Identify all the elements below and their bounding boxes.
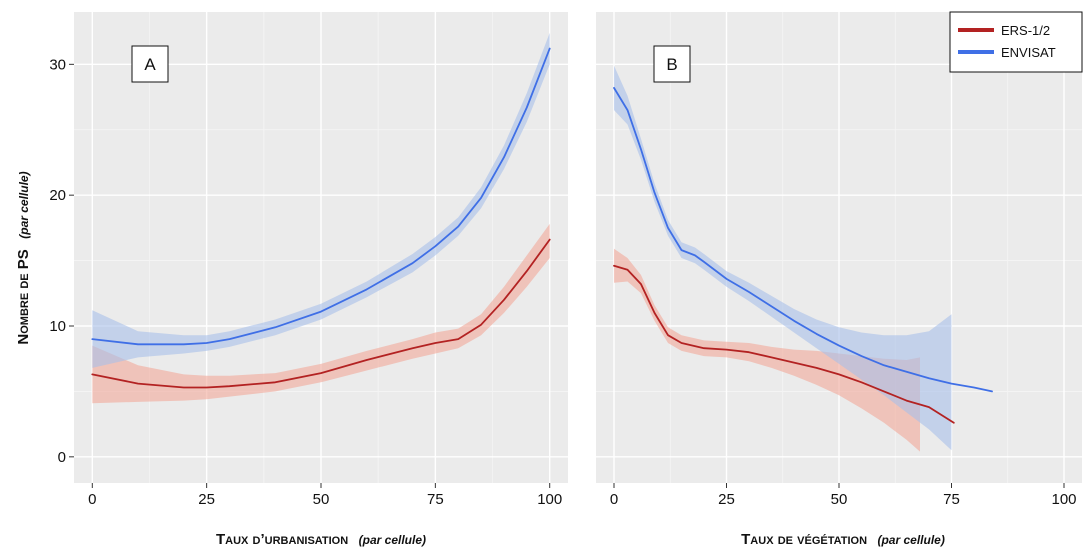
y-axis-label-suffix: (par cellule)	[17, 171, 31, 238]
panel-label-box	[131, 45, 169, 83]
confidence-band-envisat	[92, 32, 550, 368]
y-tick-label: 20	[49, 187, 66, 204]
x-tick-label: 25	[198, 491, 215, 508]
confidence-band-ers-1-2	[92, 223, 550, 404]
x-tick-label: 25	[718, 491, 735, 508]
y-tick-label: 10	[49, 318, 66, 335]
y-tick-label: 0	[58, 449, 66, 466]
confidence-band-ers-1-2	[614, 248, 920, 452]
x-axis-label-b: Taux de végétation	[741, 531, 867, 548]
x-tick-label: 75	[943, 491, 960, 508]
y-axis-title: Nombre de PS (par cellule)	[15, 171, 32, 344]
panel-label-box	[653, 45, 691, 83]
legend: ERS-1/2 ENVISAT	[949, 11, 1083, 73]
panel-b: 0 25 50 75 100 B	[596, 12, 1082, 508]
x-tick-label: 0	[610, 491, 618, 508]
x-axis-label-a: Taux d’urbanisation	[216, 531, 348, 548]
x-tick-label: 50	[313, 491, 330, 508]
panel-label-text: B	[666, 55, 677, 74]
x-axis-title-b: Taux de végétation (par cellule)	[741, 531, 945, 548]
panel-a: 0 25 50 75 100 0 10 20 30 A	[49, 12, 568, 508]
x-tick-label: 100	[537, 491, 562, 508]
legend-box	[949, 11, 1083, 73]
series-line-ers-1-2	[613, 264, 955, 424]
y-tick-label: 30	[49, 56, 66, 73]
series-line-envisat	[613, 87, 993, 393]
x-tick-label: 75	[427, 491, 444, 508]
x-axis-title-a: Taux d’urbanisation (par cellule)	[216, 531, 426, 548]
x-tick-label: 0	[88, 491, 96, 508]
panel-label-text: A	[144, 55, 156, 74]
confidence-band-envisat	[614, 65, 952, 451]
series-line-envisat	[91, 47, 551, 346]
panel-label-a: A	[131, 45, 169, 83]
panel-label-b: B	[653, 45, 691, 83]
x-axis-label-suffix-a: (par cellule)	[359, 533, 426, 547]
x-tick-label: 50	[831, 491, 848, 508]
x-axis-label-suffix-b: (par cellule)	[877, 533, 944, 547]
legend-label-ers-1-2: ERS-1/2	[1001, 23, 1050, 38]
series-line-ers-1-2	[91, 238, 551, 389]
legend-label-envisat: ENVISAT	[1001, 45, 1056, 60]
y-axis-label: Nombre de PS	[15, 249, 32, 344]
x-tick-label: 100	[1051, 491, 1076, 508]
